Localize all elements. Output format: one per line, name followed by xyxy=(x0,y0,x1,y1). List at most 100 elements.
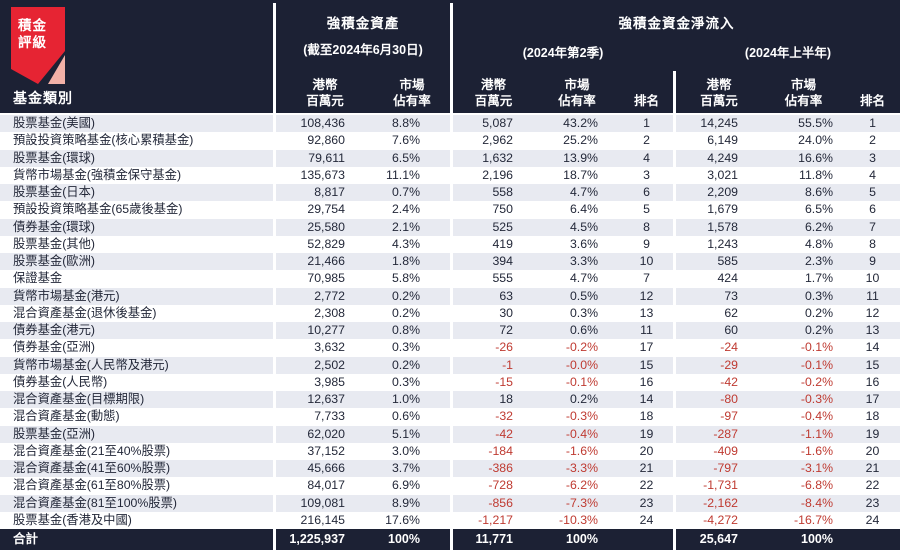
h1-share-cell: 0.2% xyxy=(804,323,833,337)
assets-share-cell: 6.5% xyxy=(391,150,420,165)
table-row: 混合資產基金(動態) 7,733 0.6% -32 -0.3% 18 -97 -… xyxy=(0,408,900,426)
q2-share-cell: -10.3% xyxy=(559,512,598,527)
assets-share-cell: 8.9% xyxy=(391,495,420,510)
h1-share-cell: 0.3% xyxy=(804,288,833,303)
h1-rank-cell: 11 xyxy=(866,288,879,303)
total-q2-share: 100% xyxy=(566,532,598,546)
divider-gap xyxy=(450,460,453,478)
table-row: 股票基金(環球) 79,611 6.5% 1,632 13.9% 4 4,249… xyxy=(0,149,900,167)
h1-share-cell: -0.3% xyxy=(800,392,833,406)
section-divider-1 xyxy=(273,3,276,113)
divider-gap xyxy=(450,115,453,133)
q2-hkd-cell: -1 xyxy=(502,357,513,372)
assets-share-cell: 8.8% xyxy=(391,116,420,130)
table-row: 債券基金(環球) 25,580 2.1% 525 4.5% 8 1,578 6.… xyxy=(0,218,900,236)
divider-gap xyxy=(273,322,276,340)
table-row: 股票基金(日本) 8,817 0.7% 558 4.7% 6 2,209 8.6… xyxy=(0,184,900,202)
assets-hkd-cell: 3,632 xyxy=(314,340,345,355)
divider-gap xyxy=(273,287,276,305)
table-row: 混合資產基金(61至80%股票) 84,017 6.9% -728 -6.2% … xyxy=(0,477,900,495)
h1-hkd-cell: -97 xyxy=(720,409,738,424)
q2-hkd-cell: 18 xyxy=(499,392,513,406)
h1-hkd-cell: 1,679 xyxy=(707,202,738,217)
divider-gap xyxy=(673,442,676,460)
divider-gap xyxy=(450,494,453,512)
q2-share-cell: -0.4% xyxy=(565,426,598,441)
col-assets-hkd-header: 港幣 百萬元 xyxy=(306,78,344,108)
h1-rank-cell: 2 xyxy=(869,133,876,148)
h1-share-cell: -0.4% xyxy=(800,409,833,424)
fund-name-cell: 混合資產基金(61至80%股票) xyxy=(13,478,171,493)
assets-hkd-cell: 79,611 xyxy=(308,150,345,165)
divider-gap xyxy=(450,132,453,150)
q2-hkd-cell: 558 xyxy=(492,185,513,199)
table-row: 混合資產基金(目標期限) 12,637 1.0% 18 0.2% 14 -80 … xyxy=(0,391,900,409)
bottom-margin xyxy=(0,550,900,552)
q2-rank-cell: 22 xyxy=(639,478,654,493)
fund-name-cell: 股票基金(亞洲) xyxy=(13,426,95,441)
divider-gap xyxy=(273,477,276,495)
q2-rank-cell: 23 xyxy=(639,495,654,510)
q2-hkd-cell: -26 xyxy=(495,340,513,355)
fund-name-cell: 債券基金(亞洲) xyxy=(13,340,95,355)
h1-share-cell: 24.0% xyxy=(798,133,833,148)
section-divider-3 xyxy=(673,71,676,113)
divider-gap xyxy=(673,339,676,357)
divider-gap xyxy=(273,201,276,219)
q2-share-cell: -0.1% xyxy=(565,374,598,389)
h1-share-cell: -0.2% xyxy=(800,374,833,389)
assets-title-date: (截至2024年6月30日) xyxy=(303,43,423,57)
h1-hkd-cell: -80 xyxy=(720,392,738,406)
assets-share-cell: 17.6% xyxy=(385,512,420,527)
divider-gap xyxy=(673,166,676,184)
assets-share-cell: 2.1% xyxy=(391,219,420,234)
h1-share-cell: -1.1% xyxy=(800,426,833,441)
q2-hkd-cell: -1,217 xyxy=(478,512,513,527)
assets-hkd-cell: 62,020 xyxy=(307,426,345,441)
h1-rank-cell: 17 xyxy=(865,392,880,406)
assets-hkd-cell: 37,152 xyxy=(307,443,345,458)
col-q2-rank-header: 排名 xyxy=(633,94,659,108)
q2-rank-cell: 20 xyxy=(639,443,654,458)
table-row: 貨幣市場基金(人民幣及港元) 2,502 0.2% -1 -0.0% 15 -2… xyxy=(0,356,900,374)
assets-share-cell: 1.8% xyxy=(391,254,420,268)
q2-rank-cell: 4 xyxy=(643,150,650,165)
h1-rank-cell: 14 xyxy=(865,340,880,355)
q2-share-cell: 6.4% xyxy=(569,202,598,217)
divider-gap xyxy=(673,511,676,529)
h1-rank-cell: 13 xyxy=(865,323,880,337)
assets-hkd-cell: 29,754 xyxy=(307,202,345,217)
table-row: 股票基金(香港及中國) 216,145 17.6% -1,217 -10.3% … xyxy=(0,511,900,529)
assets-share-cell: 0.8% xyxy=(391,323,420,337)
h1-rank-cell: 23 xyxy=(865,495,880,510)
total-h1-rank xyxy=(845,529,900,550)
h1-period-label: (2024年上半年) xyxy=(744,46,832,60)
divider-gap xyxy=(450,287,453,305)
h1-share-cell: -6.8% xyxy=(800,478,833,493)
divider-gap xyxy=(673,149,676,167)
table-row: 保證基金 70,985 5.8% 555 4.7% 7 424 1.7% 10 xyxy=(0,270,900,288)
table-row: 預設投資策略基金(核心累積基金) 92,860 7.6% 2,962 25.2%… xyxy=(0,132,900,150)
h1-hkd-cell: -42 xyxy=(720,374,738,389)
h1-hkd-cell: -1,731 xyxy=(703,478,738,493)
total-h1-hkd: 25,647 xyxy=(699,532,738,546)
assets-hkd-cell: 21,466 xyxy=(307,254,345,268)
h1-share-cell: -3.1% xyxy=(800,461,833,475)
h1-hkd-cell: -797 xyxy=(713,461,738,475)
fund-name-cell: 股票基金(歐洲) xyxy=(13,254,95,268)
divider-gap xyxy=(273,304,276,322)
assets-share-cell: 0.2% xyxy=(391,357,420,372)
q2-hkd-cell: 555 xyxy=(492,271,513,286)
assets-share-cell: 4.3% xyxy=(391,236,420,251)
table-row: 股票基金(美國) 108,436 8.8% 5,087 43.2% 1 14,2… xyxy=(0,115,900,133)
assets-share-cell: 0.3% xyxy=(391,374,420,389)
divider-gap xyxy=(450,356,453,374)
table-row: 股票基金(其他) 52,829 4.3% 419 3.6% 9 1,243 4.… xyxy=(0,235,900,253)
assets-hkd-cell: 2,502 xyxy=(314,357,345,372)
h1-share-cell: 16.6% xyxy=(798,150,833,165)
fund-name-cell: 股票基金(其他) xyxy=(13,236,95,251)
fund-name-cell: 股票基金(美國) xyxy=(13,116,95,130)
logo-text-line1: 積金 xyxy=(17,17,47,33)
logo-text-line2: 評級 xyxy=(18,34,47,50)
assets-hkd-cell: 12,637 xyxy=(307,392,345,406)
